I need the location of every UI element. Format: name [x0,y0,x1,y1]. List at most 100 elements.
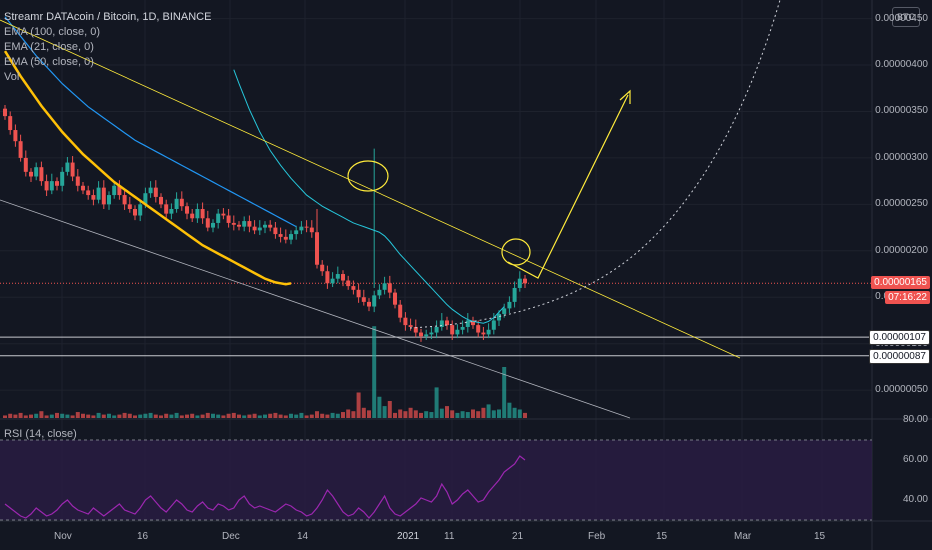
candle-body [476,325,481,333]
candle-body [237,224,241,227]
volume-bar [403,411,408,418]
volume-bar [408,407,413,418]
candle-body [174,198,179,209]
candle-body [211,222,215,228]
candle-body [127,204,132,209]
candle-body [159,196,163,205]
candle-body [471,320,475,326]
candle-body [153,187,158,197]
price-tag: 0.00000087 [869,348,930,364]
volume-bar [299,412,304,418]
candle-body [91,195,96,200]
volume-bar [107,413,111,418]
candle-body [497,313,501,321]
candle-body [393,292,397,305]
candle-body [164,204,169,214]
candle-body [377,289,382,296]
candle-body [309,227,314,233]
legend-volume[interactable]: Vol [4,71,20,83]
symbol-title[interactable]: Streamr DATAcoin / Bitcoin, 1D, BINANCE [4,11,212,23]
volume-bar [471,409,475,418]
legend-ema21[interactable]: EMA (21, close, 0) [4,41,94,53]
candle-body [221,213,226,216]
candle-body [138,204,143,216]
volume-bar [190,413,195,418]
legend-ema50[interactable]: EMA (50, close, 0) [4,56,94,68]
legend-rsi[interactable]: RSI (14, close) [4,428,77,440]
volume-bar [18,412,23,418]
volume-bar [502,367,507,418]
candle-body [263,224,267,228]
volume-bar [424,411,429,418]
volume-bar [429,412,434,418]
candle-body [517,278,522,288]
volume-bar [252,413,257,418]
legend-ema100[interactable]: EMA (100, close, 0) [4,26,100,38]
time-tick-label: 2021 [397,531,420,542]
time-tick-label: Feb [588,531,606,542]
candle-body [278,234,283,237]
volume-bar [143,413,148,418]
candle-body [387,283,392,293]
candle-body [382,283,387,290]
candle-body [398,304,403,318]
candle-body [341,274,345,281]
arrow-head [619,89,631,104]
volume-bar [91,415,96,418]
volume-bar [491,410,496,418]
volume-bar [211,413,215,418]
volume-bar [486,404,491,418]
candle-body [44,181,49,191]
volume-bar [335,413,340,418]
candle-body [81,185,85,191]
candle-body [133,209,137,216]
price-tick-label: 0.00000250 [875,198,928,210]
volume-bar [75,412,80,418]
time-tick-label: 15 [656,531,668,542]
volume-bar [304,415,309,418]
time-tick-label: 21 [512,531,524,542]
volume-bar [445,406,449,418]
time-tick-label: Nov [54,531,72,542]
volume-bar [39,411,44,418]
volume-bar [49,414,54,418]
volume-bar [294,414,299,418]
candle-body [330,278,335,284]
candle-body [242,221,247,227]
candle-body [34,167,39,177]
price-tag: 0.00000107 [869,330,930,346]
candle-body [195,209,200,219]
price-tag: 0.00000165 [871,276,930,290]
candle-body [289,234,293,240]
volume-bar [476,411,481,418]
price-tick-label: 0.00000300 [875,151,928,163]
candle-body [299,226,304,231]
candle-body [185,206,189,214]
volume-bar [377,396,382,418]
volume-bar [455,412,460,418]
candle-body [18,141,23,158]
volume-bar [101,414,106,418]
candle-body [96,187,101,200]
candle-body [419,332,423,337]
price-tag: 07:16:22 [885,291,930,305]
time-tick-label: 15 [814,531,826,542]
currency-badge[interactable]: BTC [892,7,920,27]
volume-bar [325,414,330,418]
candle-body [49,181,54,191]
volume-bar [497,409,501,418]
time-tick-label: 16 [137,531,149,542]
candle-body [148,187,153,194]
candle-body [491,320,496,330]
candle-body [205,218,210,228]
candle-body [460,326,465,330]
candle-body [112,185,117,196]
volume-bar [216,414,221,418]
price-tick-label: 0.00000200 [875,244,928,256]
price-tick-label: 0.00000350 [875,105,928,117]
volume-bar [523,412,527,418]
volume-bar [341,412,345,418]
time-tick-label: Mar [734,531,752,542]
volume-bar [257,415,262,418]
